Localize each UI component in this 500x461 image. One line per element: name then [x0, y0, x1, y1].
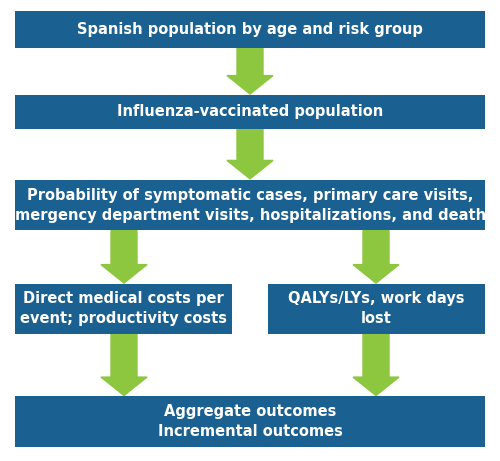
Text: Influenza-vaccinated population: Influenza-vaccinated population	[117, 104, 383, 119]
FancyBboxPatch shape	[15, 284, 233, 334]
FancyArrow shape	[101, 230, 147, 283]
Text: Probability of symptomatic cases, primary care visits,
emergency department visi: Probability of symptomatic cases, primar…	[5, 188, 495, 223]
FancyBboxPatch shape	[15, 180, 485, 230]
FancyArrow shape	[353, 334, 399, 396]
FancyBboxPatch shape	[15, 11, 485, 48]
FancyArrow shape	[227, 129, 273, 179]
Text: QALYs/LYs, work days
lost: QALYs/LYs, work days lost	[288, 291, 465, 326]
FancyArrow shape	[353, 230, 399, 283]
FancyArrow shape	[101, 334, 147, 396]
FancyBboxPatch shape	[268, 284, 485, 334]
Text: Direct medical costs per
event; productivity costs: Direct medical costs per event; producti…	[20, 291, 227, 326]
FancyArrow shape	[227, 48, 273, 94]
Text: Aggregate outcomes
Incremental outcomes: Aggregate outcomes Incremental outcomes	[158, 404, 342, 439]
FancyBboxPatch shape	[15, 396, 485, 447]
Text: Spanish population by age and risk group: Spanish population by age and risk group	[77, 22, 423, 37]
FancyBboxPatch shape	[15, 95, 485, 129]
